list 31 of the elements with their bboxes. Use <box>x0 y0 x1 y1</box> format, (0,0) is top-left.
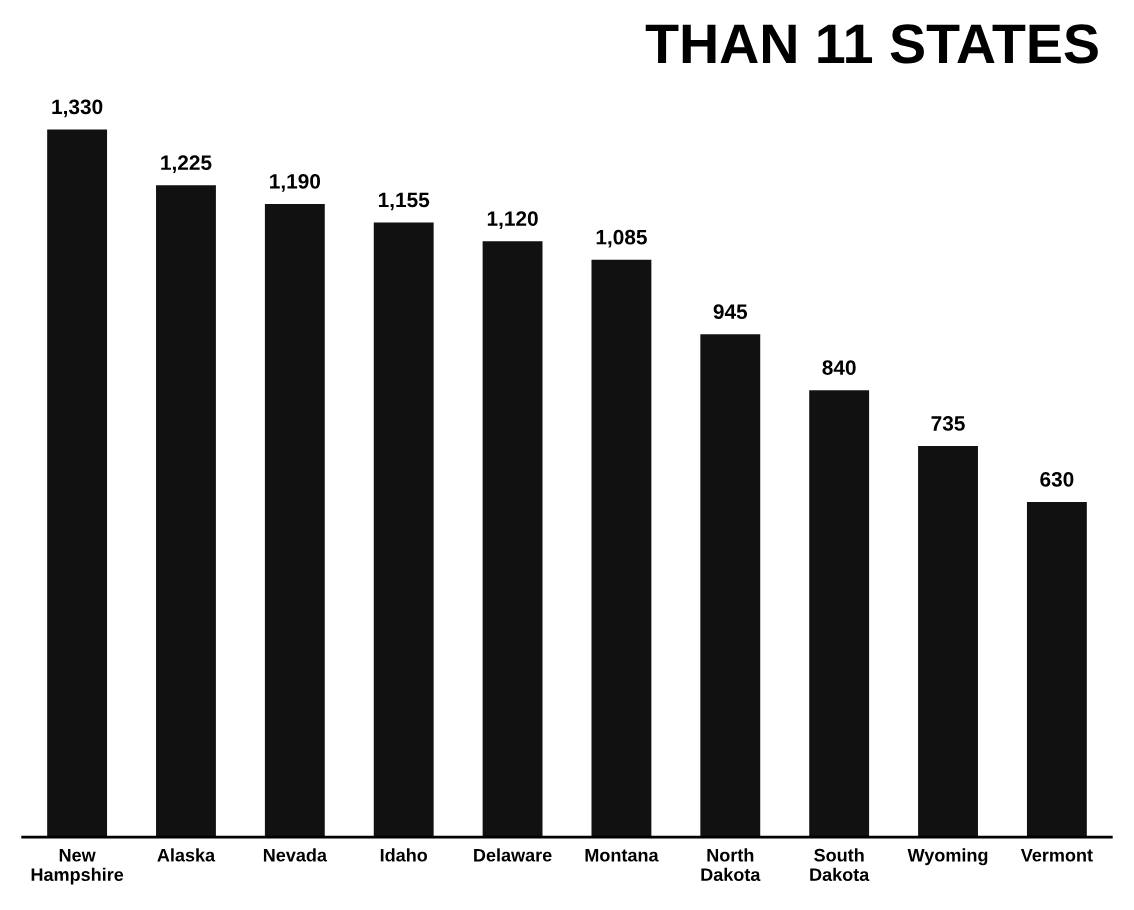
bar <box>1026 501 1087 838</box>
bar <box>264 203 325 838</box>
data-label: 1,085 <box>596 229 647 248</box>
data-label: 1,225 <box>161 155 212 174</box>
bar <box>700 334 761 838</box>
data-label: 1,120 <box>487 211 538 229</box>
x-tick-label: South Dakota <box>810 848 870 882</box>
bar <box>591 259 652 838</box>
x-tick-label: Alaska <box>157 848 216 862</box>
bar <box>918 446 978 838</box>
bar <box>47 129 108 838</box>
data-label: 1,190 <box>270 173 321 192</box>
bar <box>156 185 216 838</box>
x-tick-label: Nevada <box>263 848 328 862</box>
x-tick-label: Montana <box>585 848 659 862</box>
data-label: 735 <box>931 416 965 431</box>
bar <box>482 241 543 838</box>
data-label: 840 <box>822 360 856 375</box>
x-tick-label: New Hampshire <box>31 848 124 885</box>
bar <box>809 390 870 838</box>
x-tick-label: Wyoming <box>907 848 988 866</box>
data-label: 945 <box>713 304 748 320</box>
chart-title: THAN 11 STATES <box>645 24 1098 64</box>
data-label: 630 <box>1040 471 1074 487</box>
x-tick-label: North Dakota <box>701 848 761 882</box>
bar <box>373 222 434 838</box>
x-tick-label: Vermont <box>1020 848 1093 862</box>
x-tick-label: Delaware <box>474 848 552 862</box>
data-label: 1,155 <box>378 192 430 211</box>
x-tick-label: Idaho <box>380 848 428 862</box>
data-label: 1,330 <box>52 99 103 118</box>
